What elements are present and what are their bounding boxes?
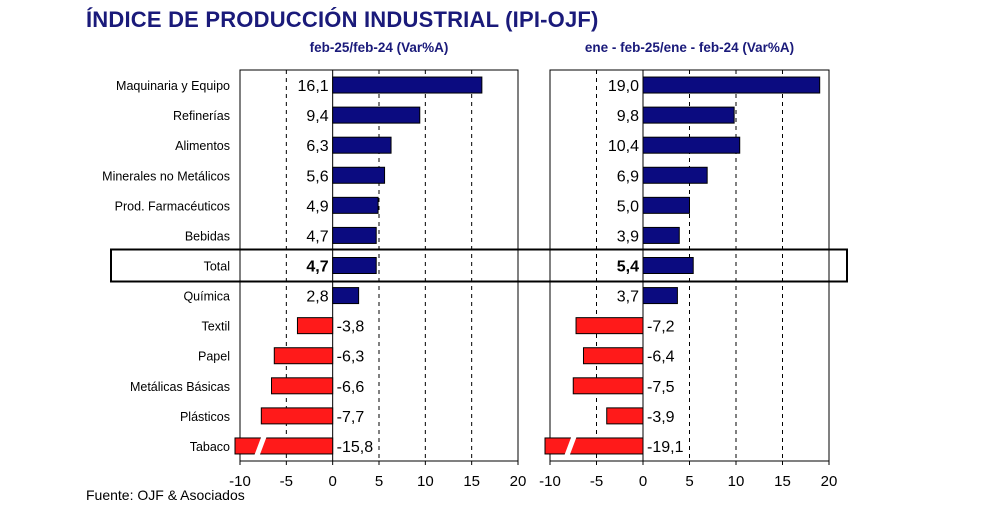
axis-break-mark: [253, 433, 268, 459]
x-tick-label: -10: [229, 473, 251, 490]
category-label: Metálicas Básicas: [130, 380, 230, 394]
value-label: 2,8: [306, 289, 328, 306]
value-label: -6,6: [337, 379, 365, 396]
bar: [260, 407, 334, 425]
category-label: Papel: [198, 350, 230, 364]
value-label: 9,8: [617, 108, 639, 125]
panel-title: ene - feb-25/ene - feb-24 (Var%A): [585, 40, 794, 55]
bar: [332, 76, 483, 94]
category-label: Minerales no Metálicos: [102, 169, 230, 183]
x-tick-label: -5: [280, 473, 293, 490]
bar: [332, 106, 421, 124]
x-tick-label: 5: [375, 473, 383, 490]
value-label: -3,9: [647, 409, 675, 426]
value-label: 9,4: [306, 108, 328, 125]
bar: [642, 166, 708, 184]
x-tick-label: 0: [328, 473, 336, 490]
chart-title: ÍNDICE DE PRODUCCIÓN INDUSTRIAL (IPI-OJF…: [86, 7, 599, 32]
x-tick-label: 20: [821, 473, 838, 490]
category-label: Refinerías: [173, 109, 230, 123]
bar: [332, 166, 386, 184]
bar: [332, 196, 379, 214]
value-label: 3,7: [617, 289, 639, 306]
bar: [642, 226, 680, 244]
value-label: -6,4: [647, 349, 675, 366]
x-tick-label: 15: [463, 473, 480, 490]
source-note: Fuente: OJF & Asociados: [86, 487, 245, 503]
bar: [642, 76, 821, 94]
bar: [544, 437, 644, 455]
bar: [332, 257, 377, 274]
category-label: Textil: [202, 320, 230, 334]
bar: [575, 317, 644, 335]
value-label: 4,7: [306, 228, 328, 245]
category-label: Alimentos: [175, 139, 230, 153]
bar: [332, 287, 360, 305]
value-label: -15,8: [337, 439, 374, 456]
value-label: 19,0: [608, 78, 639, 95]
value-label: 5,0: [617, 198, 639, 215]
x-tick-label: 5: [685, 473, 693, 490]
bar: [332, 136, 392, 154]
value-label: -7,2: [647, 319, 675, 336]
bar: [234, 437, 334, 455]
category-label: Plásticos: [180, 410, 230, 424]
category-label: Tabaco: [190, 440, 230, 454]
bar: [582, 347, 644, 365]
x-tick-label: 10: [728, 473, 745, 490]
value-label: 10,4: [608, 138, 639, 155]
bar: [332, 226, 377, 244]
category-label: Bebidas: [185, 229, 230, 243]
bar: [572, 377, 644, 395]
value-label: -7,7: [337, 409, 365, 426]
bar: [642, 257, 694, 274]
value-label: -3,8: [337, 319, 365, 336]
bar: [273, 347, 334, 365]
value-label: -19,1: [647, 439, 684, 456]
x-tick-label: 0: [639, 473, 647, 490]
value-label: 16,1: [298, 78, 329, 95]
bar: [606, 407, 644, 425]
x-tick-label: 10: [417, 473, 434, 490]
category-label: Maquinaria y Equipo: [116, 79, 230, 93]
x-tick-label: -5: [590, 473, 603, 490]
bar: [642, 287, 678, 305]
bar: [642, 136, 741, 154]
bar: [642, 196, 690, 214]
value-label: -6,3: [337, 349, 365, 366]
axis-break-mark: [563, 433, 578, 459]
bar: [271, 377, 334, 395]
x-tick-label: 20: [510, 473, 527, 490]
category-label: Total: [204, 260, 230, 274]
value-label: 4,7: [306, 259, 328, 276]
x-tick-label: 15: [774, 473, 791, 490]
panel-title: feb-25/feb-24 (Var%A): [310, 40, 449, 55]
x-tick-label: -10: [539, 473, 561, 490]
value-label: 5,6: [306, 168, 328, 185]
value-label: 6,9: [617, 168, 639, 185]
bar: [296, 317, 334, 335]
value-label: 4,9: [306, 198, 328, 215]
value-label: -7,5: [647, 379, 675, 396]
bar: [642, 106, 735, 124]
category-label: Prod. Farmacéuticos: [115, 199, 230, 213]
value-label: 6,3: [306, 138, 328, 155]
value-label: 3,9: [617, 228, 639, 245]
total-highlight-box: [110, 248, 848, 283]
value-label: 5,4: [617, 259, 639, 276]
category-label: Química: [183, 290, 230, 304]
